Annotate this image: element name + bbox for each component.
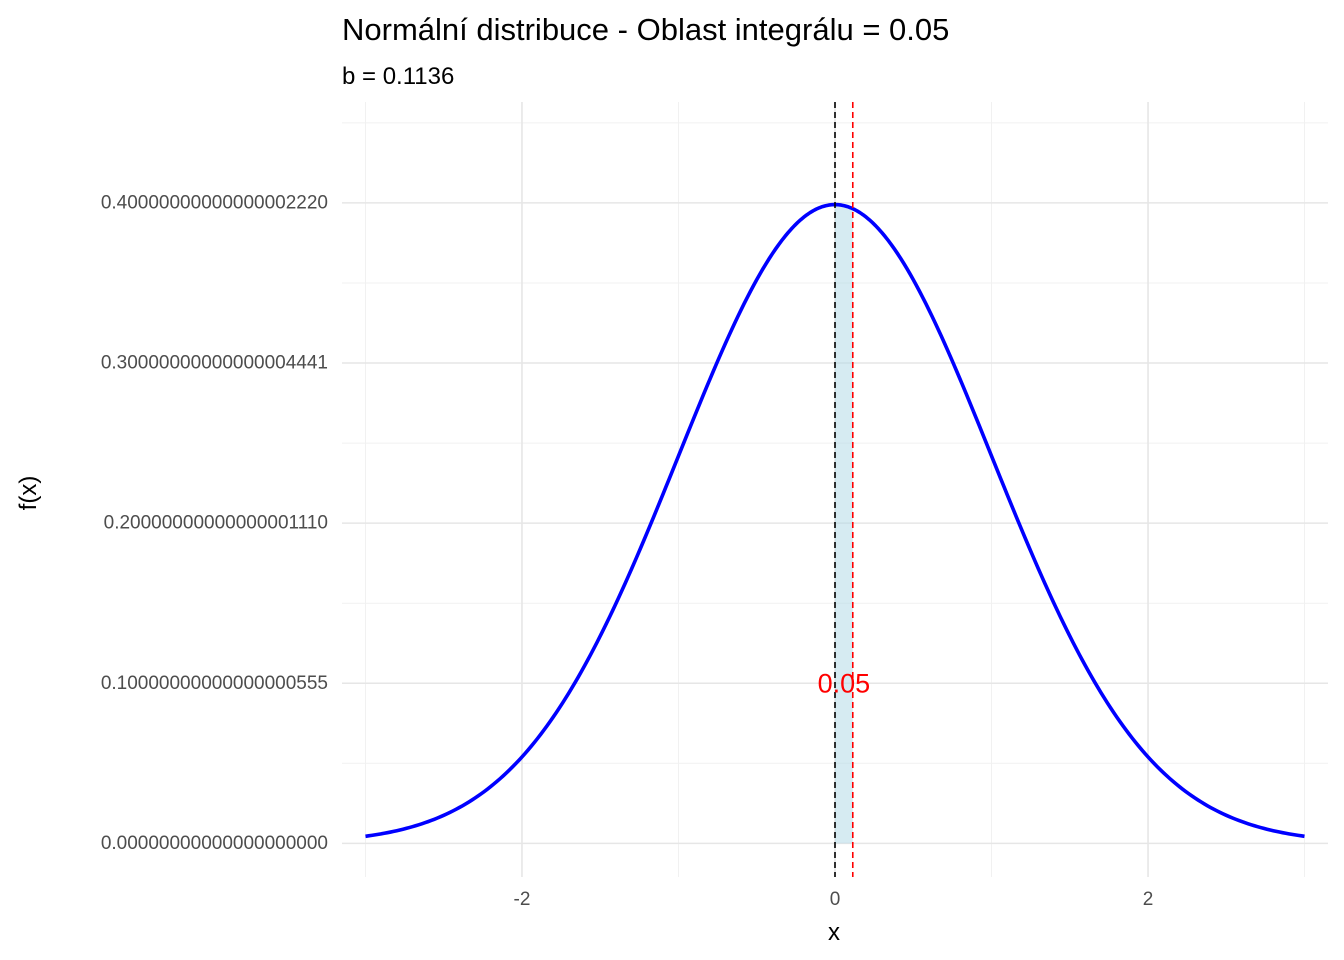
reference-lines bbox=[834, 102, 854, 877]
x-axis-title: x bbox=[828, 919, 840, 946]
y-tick-label: 0.00000000000000000000 bbox=[101, 833, 328, 854]
chart-subtitle: b = 0.1136 bbox=[342, 63, 454, 90]
annotations: 0.05 bbox=[818, 668, 871, 698]
y-tick-label: 0.10000000000000000555 bbox=[101, 673, 328, 694]
x-tick-label: 0 bbox=[830, 889, 841, 910]
y-tick-label: 0.40000000000000002220 bbox=[101, 192, 328, 213]
y-tick-label: 0.20000000000000001110 bbox=[104, 513, 328, 534]
shaded-area bbox=[835, 204, 853, 844]
x-tick-label: 2 bbox=[1143, 889, 1154, 910]
x-tick-label: -2 bbox=[514, 889, 531, 910]
y-axis-ticks: 0.00000000000000000000 0.1000000000000000… bbox=[101, 192, 328, 853]
area-annotation: 0.05 bbox=[818, 668, 871, 698]
y-tick-label: 0.30000000000000004441 bbox=[101, 353, 328, 374]
chart-title: Normální distribuce - Oblast integrálu =… bbox=[342, 12, 949, 47]
x-axis-ticks: -2 0 2 bbox=[514, 889, 1154, 910]
y-axis-title: f(x) bbox=[15, 476, 42, 511]
shaded-area-group bbox=[835, 204, 853, 844]
